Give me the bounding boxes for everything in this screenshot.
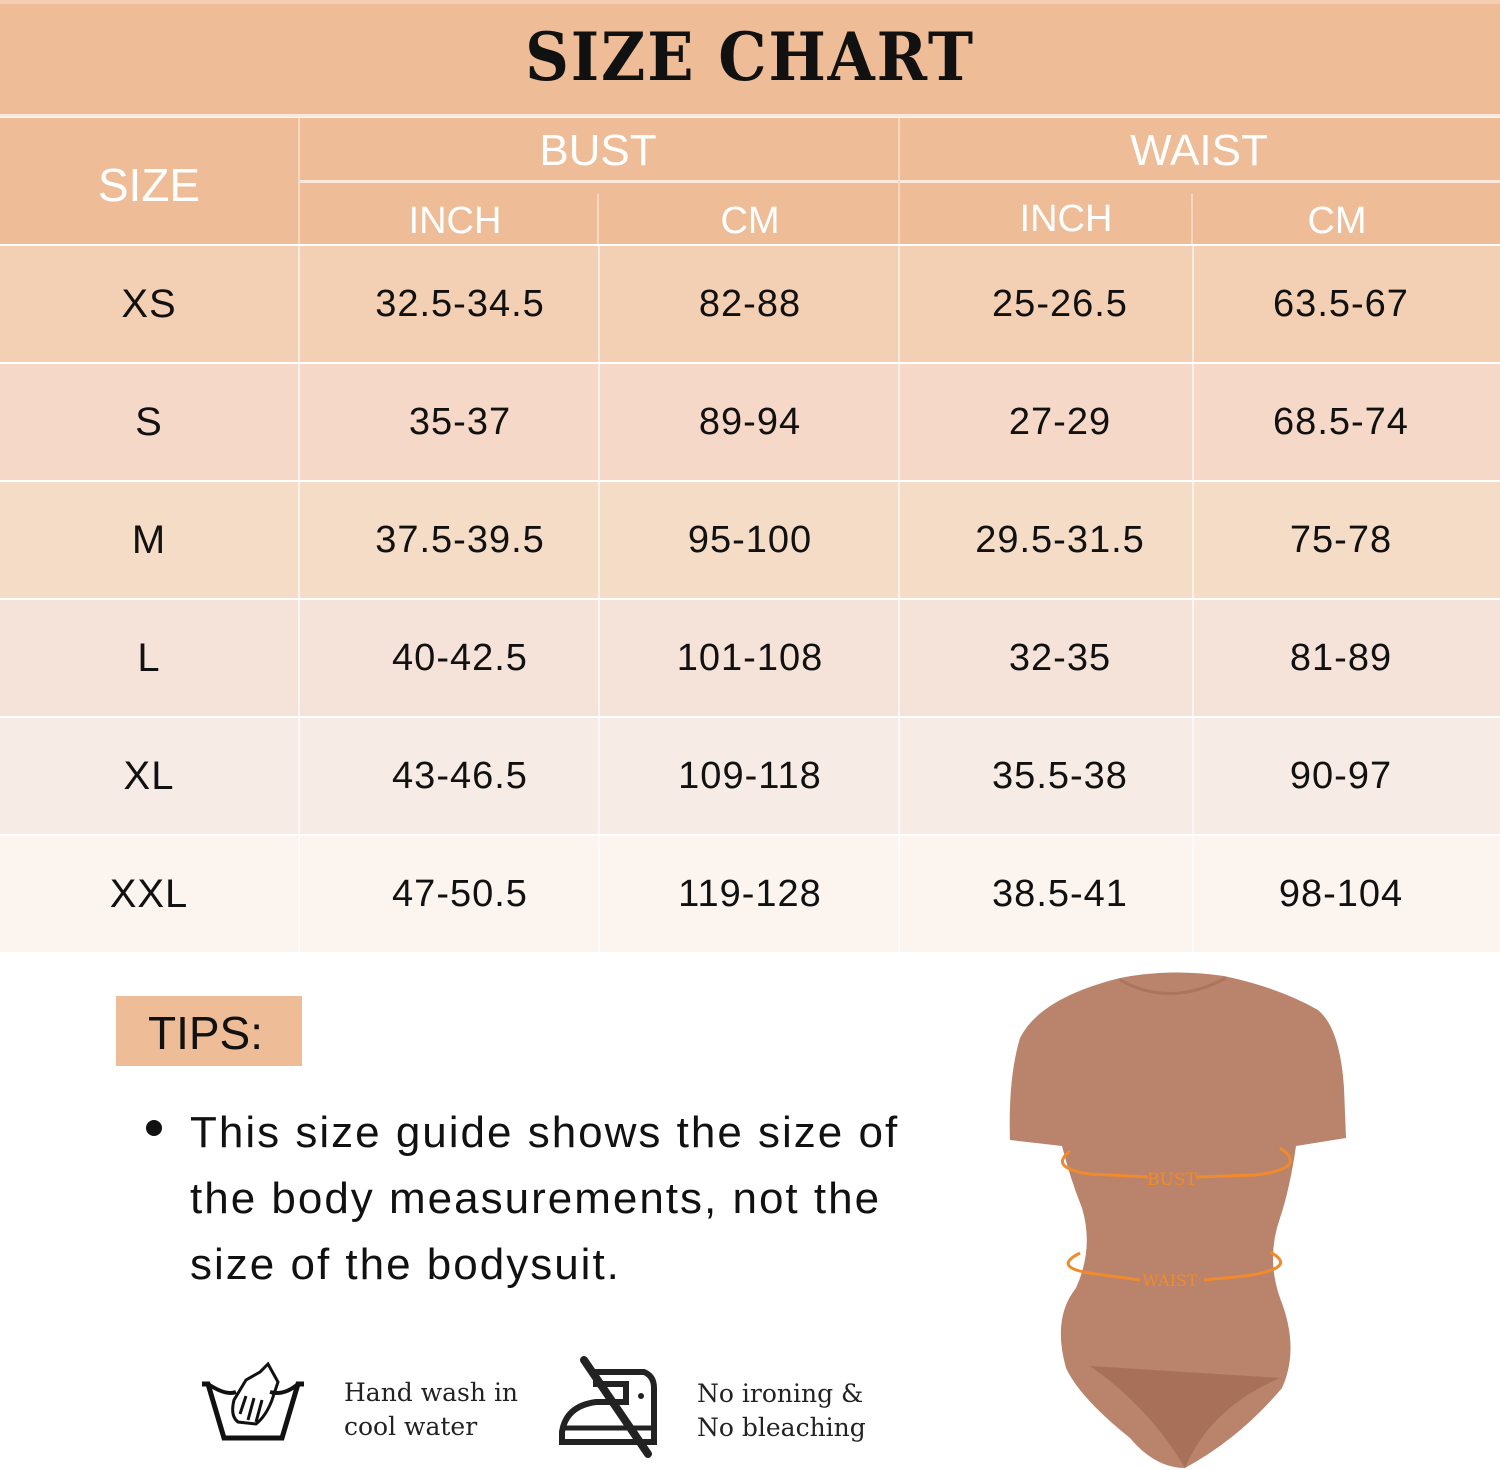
cell-size: XS [121, 281, 177, 326]
care-line: No ironing & [697, 1379, 864, 1408]
cell-waist-cm: 75-78 [1192, 482, 1488, 598]
table-row: M 37.5-39.5 95-100 29.5-31.5 75-78 [0, 482, 1500, 598]
care-line: No bleaching [697, 1413, 866, 1442]
tips-badge [116, 996, 302, 1066]
cell-bust-cm: 109-118 [598, 718, 900, 834]
cell-size: XL [123, 753, 175, 798]
care-line: cool water [344, 1412, 478, 1441]
bullet-icon [146, 1120, 162, 1136]
table-row: XS 32.5-34.5 82-88 25-26.5 63.5-67 [0, 246, 1500, 362]
cell-size: M [131, 517, 167, 562]
tips-label: TIPS: [148, 1007, 264, 1059]
waist-header: WAIST [1130, 126, 1268, 175]
tip-text: This size guide shows the size of the bo… [190, 1108, 900, 1289]
cell-bust-cm: 119-128 [598, 836, 900, 952]
no-ironing-icon [559, 1356, 657, 1458]
hand-wash-icon [202, 1361, 304, 1441]
cell-waist-cm: 68.5-74 [1192, 364, 1488, 480]
waist-inch-header: INCH [1019, 198, 1113, 240]
divider [898, 118, 900, 244]
care-no-ironing: No ironing & No bleaching [697, 1377, 866, 1445]
waist-label: WAIST [1142, 1271, 1197, 1290]
cell-waist-inch: 25-26.5 [898, 246, 1220, 362]
cell-waist-cm: 81-89 [1192, 600, 1488, 716]
cell-bust-inch: 37.5-39.5 [298, 482, 620, 598]
cell-waist-inch: 32-35 [898, 600, 1220, 716]
cell-waist-cm: 63.5-67 [1192, 246, 1488, 362]
cell-bust-cm: 89-94 [598, 364, 900, 480]
cell-waist-cm: 90-97 [1192, 718, 1488, 834]
table-row: S 35-37 89-94 27-29 68.5-74 [0, 364, 1500, 480]
divider [0, 114, 1500, 117]
bust-header: BUST [539, 126, 657, 175]
cell-waist-inch: 35.5-38 [898, 718, 1220, 834]
cell-bust-inch: 32.5-34.5 [298, 246, 620, 362]
table-header: SIZE BUST WAIST INCH CM INCH CM [0, 118, 1500, 244]
bodysuit-illustration: BUST WAIST [1009, 972, 1346, 1468]
cell-bust-inch: 40-42.5 [298, 600, 620, 716]
cell-size: XXL [109, 871, 189, 916]
cell-size: L [137, 635, 161, 680]
cell-size: S [135, 399, 163, 444]
bust-inch-header: INCH [408, 200, 502, 242]
divider [597, 194, 599, 244]
cell-bust-cm: 82-88 [598, 246, 900, 362]
cell-waist-inch: 38.5-41 [898, 836, 1220, 952]
size-header: SIZE [97, 159, 201, 211]
table-row: L 40-42.5 101-108 32-35 81-89 [0, 600, 1500, 716]
title-band [0, 0, 1500, 114]
cell-bust-cm: 101-108 [598, 600, 900, 716]
care-line: Hand wash in [344, 1378, 519, 1407]
divider [1191, 194, 1193, 244]
cell-waist-cm: 98-104 [1192, 836, 1488, 952]
bust-label: BUST [1147, 1170, 1197, 1190]
cell-bust-inch: 35-37 [298, 364, 620, 480]
waist-cm-header: CM [1307, 200, 1367, 242]
cell-waist-inch: 29.5-31.5 [898, 482, 1220, 598]
bust-cm-header: CM [720, 200, 780, 242]
page-title: SIZE CHART [525, 18, 975, 96]
divider [298, 118, 300, 244]
cell-bust-cm: 95-100 [598, 482, 900, 598]
care-hand-wash: Hand wash in cool water [344, 1376, 518, 1444]
table-row: XL 43-46.5 109-118 35.5-38 90-97 [0, 718, 1500, 834]
table-row: XXL 47-50.5 119-128 38.5-41 98-104 [0, 836, 1500, 952]
cell-bust-inch: 47-50.5 [298, 836, 620, 952]
cell-waist-inch: 27-29 [898, 364, 1220, 480]
cell-bust-inch: 43-46.5 [298, 718, 620, 834]
